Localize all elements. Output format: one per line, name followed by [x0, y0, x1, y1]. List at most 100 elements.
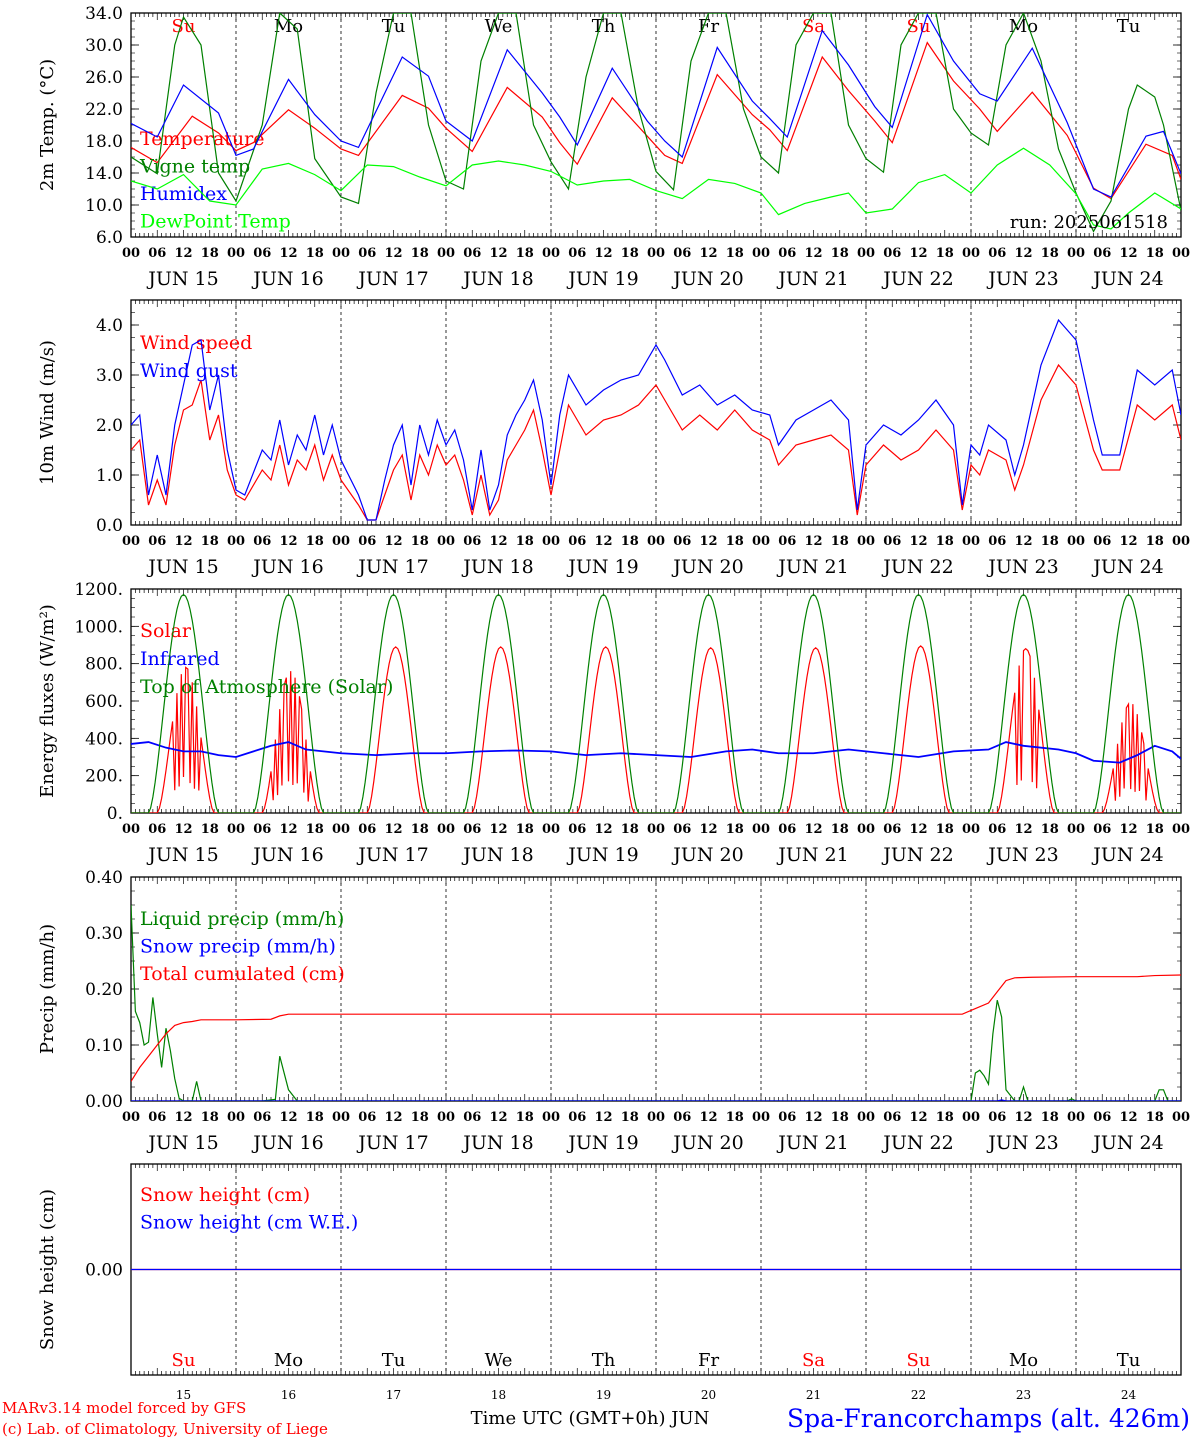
- weekday-label: Fr: [698, 1350, 719, 1371]
- y-axis-label: 2m Temp. (°C): [37, 59, 58, 191]
- y-tick-label: 0.20: [85, 980, 123, 1000]
- x-hour-label: 00: [1067, 1110, 1085, 1125]
- x-hour-label: 12: [279, 1110, 297, 1125]
- x-hour-label: 12: [699, 822, 717, 837]
- x-hour-label: 06: [883, 246, 901, 261]
- x-hour-label: 18: [726, 1110, 744, 1125]
- y-tick-label: 0.30: [85, 924, 123, 944]
- x-hour-label: 12: [279, 822, 297, 837]
- weekday-label: Tu: [382, 1350, 406, 1371]
- x-hour-label: 12: [699, 1110, 717, 1125]
- x-date-label: JUN 15: [146, 1132, 218, 1154]
- x-hour-label: 06: [463, 822, 481, 837]
- x-hour-label: 18: [201, 246, 219, 261]
- x-hour-label: 00: [962, 534, 980, 549]
- y-tick-label: 30.0: [85, 36, 123, 56]
- x-hour-label: 00: [542, 246, 560, 261]
- x-hour-label: 00: [647, 246, 665, 261]
- x-hour-label: 06: [148, 246, 166, 261]
- x-date-label: JUN 17: [356, 268, 428, 290]
- x-hour-label: 06: [358, 246, 376, 261]
- x-hour-label: 18: [831, 246, 849, 261]
- y-tick-label: 0.: [107, 804, 123, 824]
- x-hour-label: 00: [752, 822, 770, 837]
- x-hour-label: 00: [857, 1110, 875, 1125]
- x-hour-label: 12: [489, 822, 507, 837]
- x-hour-label: 06: [358, 534, 376, 549]
- x-hour-label: 06: [778, 822, 796, 837]
- y-tick-label: 4.0: [96, 316, 123, 336]
- x-hour-label: 00: [437, 1110, 455, 1125]
- x-hour-label: 00: [752, 1110, 770, 1125]
- x-hour-label: 00: [227, 822, 245, 837]
- x-hour-label: 18: [306, 246, 324, 261]
- x-hour-label: 18: [831, 534, 849, 549]
- x-hour-label: 18: [936, 822, 954, 837]
- x-hour-label: 12: [1014, 246, 1032, 261]
- x-date-label: JUN 22: [881, 268, 953, 290]
- legend-entry: Top of Atmosphere (Solar): [140, 676, 393, 698]
- x-hour-label: 18: [1146, 534, 1164, 549]
- x-hour-label: 18: [621, 534, 639, 549]
- x-hour-label: 00: [1067, 822, 1085, 837]
- x-hour-label: 18: [726, 534, 744, 549]
- series-line-wind-gust: [131, 318, 1181, 521]
- x-hour-label: 00: [962, 246, 980, 261]
- x-date-label: JUN 20: [671, 556, 743, 578]
- x-hour-label: 12: [489, 1110, 507, 1125]
- x-hour-label: 12: [804, 822, 822, 837]
- series-line-temperature: [131, 41, 1181, 200]
- y-tick-label: 1000.: [74, 617, 123, 637]
- x-hour-label: 18: [1146, 1110, 1164, 1125]
- day-number-label: 18: [491, 1388, 506, 1402]
- y-tick-label: 14.0: [85, 164, 123, 184]
- x-hour-label: 06: [148, 1110, 166, 1125]
- y-tick-label: 0.10: [85, 1036, 123, 1056]
- x-hour-label: 18: [1146, 822, 1164, 837]
- weekday-label: Su: [172, 1350, 196, 1371]
- x-hour-label: 18: [201, 534, 219, 549]
- weekday-label: Tu: [382, 16, 406, 37]
- x-hour-label: 00: [1172, 822, 1190, 837]
- y-tick-label: 34.0: [85, 4, 123, 24]
- y-axis-label: Energy fluxes (W/m²): [37, 604, 58, 798]
- x-hour-label: 12: [1014, 822, 1032, 837]
- y-tick-label: 22.0: [85, 100, 123, 120]
- weekday-label: Mo: [274, 16, 303, 37]
- x-hour-label: 00: [647, 822, 665, 837]
- x-date-label: JUN 22: [881, 556, 953, 578]
- legend-entry: Humidex: [140, 183, 227, 205]
- legend-entry: Wind gust: [140, 360, 238, 382]
- x-date-label: JUN 21: [776, 844, 848, 866]
- x-hour-label: 12: [594, 246, 612, 261]
- x-date-label: JUN 21: [776, 268, 848, 290]
- x-hour-label: 06: [253, 534, 271, 549]
- x-date-label: JUN 23: [986, 556, 1058, 578]
- x-date-label: JUN 24: [1091, 844, 1163, 866]
- x-hour-label: 06: [463, 534, 481, 549]
- x-hour-label: 00: [227, 534, 245, 549]
- panel-4: 0.00 0.10 0.20 0.30 0.40 Precip (mm/h) 00 06 12 1…: [37, 868, 1190, 1154]
- series-line-solar: [131, 645, 1181, 813]
- x-date-label: JUN 18: [461, 268, 533, 290]
- x-hour-label: 12: [384, 246, 402, 261]
- y-tick-label: 400.: [85, 729, 123, 749]
- x-hour-label: 00: [857, 822, 875, 837]
- x-hour-label: 06: [463, 246, 481, 261]
- x-hour-label: 00: [962, 1110, 980, 1125]
- series-line-top-of-atmosphere-solar: [131, 593, 1181, 813]
- x-date-label: JUN 24: [1091, 268, 1163, 290]
- y-axis-label: 10m Wind (m/s): [37, 340, 58, 485]
- x-hour-label: 00: [647, 1110, 665, 1125]
- x-hour-label: 12: [174, 246, 192, 261]
- x-date-label: JUN 21: [776, 1132, 848, 1154]
- x-hour-label: 18: [936, 534, 954, 549]
- x-hour-label: 06: [988, 246, 1006, 261]
- panel-3: 0. 200. 400. 600. 800. 1000. 1200. Energy fluxe…: [37, 580, 1190, 866]
- x-hour-label: 12: [174, 1110, 192, 1125]
- x-hour-label: 00: [332, 1110, 350, 1125]
- x-date-label: JUN 18: [461, 556, 533, 578]
- x-hour-label: 18: [1041, 1110, 1059, 1125]
- x-date-label: JUN 24: [1091, 556, 1163, 578]
- x-hour-label: 18: [621, 1110, 639, 1125]
